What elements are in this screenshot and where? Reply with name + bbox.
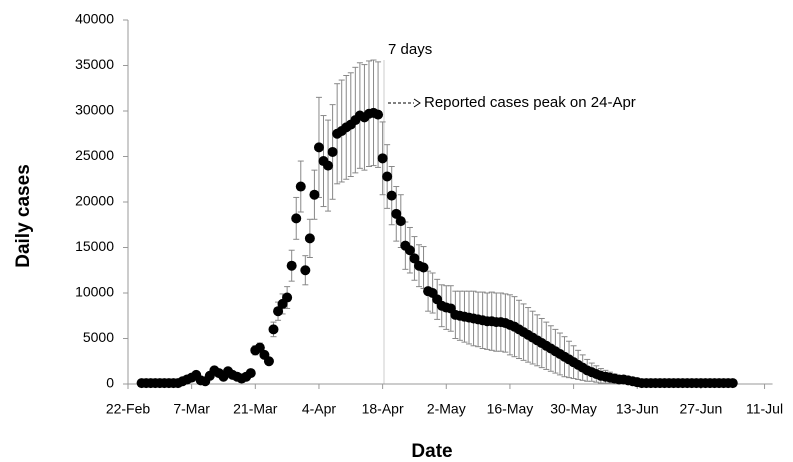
x-tick-label: 13-Jun — [616, 401, 659, 417]
point — [409, 253, 420, 264]
point — [395, 216, 406, 227]
annotation-arrowhead — [413, 98, 421, 108]
point — [282, 292, 293, 303]
y-tick-label: 15000 — [75, 238, 114, 254]
annotation: 7 days — [388, 41, 432, 58]
y-tick-label: 30000 — [75, 102, 114, 118]
x-tick-label: 18-Apr — [362, 401, 404, 417]
point — [254, 342, 265, 353]
y-tick-label: 25000 — [75, 147, 114, 163]
y-tick-label: 10000 — [75, 284, 114, 300]
x-tick-label: 11-Jul — [746, 401, 783, 417]
point — [323, 160, 334, 171]
point — [268, 324, 279, 335]
x-tick-label: 2-May — [427, 401, 466, 417]
point — [418, 262, 429, 273]
point — [327, 146, 338, 157]
point — [309, 189, 320, 200]
y-tick-label: 35000 — [75, 56, 114, 72]
x-tick-label: 7-Mar — [173, 401, 210, 417]
point — [291, 213, 302, 224]
point — [377, 153, 388, 164]
point — [263, 356, 274, 367]
x-tick-label: 22-Feb — [106, 401, 151, 417]
point — [386, 190, 397, 201]
x-tick-label: 4-Apr — [302, 401, 337, 417]
point — [245, 368, 256, 379]
point — [300, 265, 311, 276]
point — [391, 208, 402, 219]
x-tick-label: 16-May — [487, 401, 534, 417]
x-tick-label: 30-May — [550, 401, 597, 417]
x-axis-label: Date — [411, 441, 452, 462]
y-tick-label: 0 — [106, 375, 114, 391]
point — [273, 306, 284, 317]
y-tick-label: 20000 — [75, 193, 114, 209]
point — [382, 171, 393, 182]
point — [286, 260, 297, 271]
point — [727, 378, 738, 389]
point — [295, 181, 306, 192]
point — [404, 245, 415, 256]
point — [313, 142, 324, 153]
x-tick-label: 27-Jun — [679, 401, 722, 417]
point — [304, 233, 315, 244]
y-axis-label: Daily cases — [13, 164, 34, 268]
annotation: Reported cases peak on 24-Apr — [424, 94, 636, 111]
point — [373, 109, 384, 120]
x-tick-label: 21-Mar — [233, 401, 278, 417]
y-tick-label: 5000 — [83, 329, 114, 345]
y-tick-label: 40000 — [75, 11, 114, 27]
